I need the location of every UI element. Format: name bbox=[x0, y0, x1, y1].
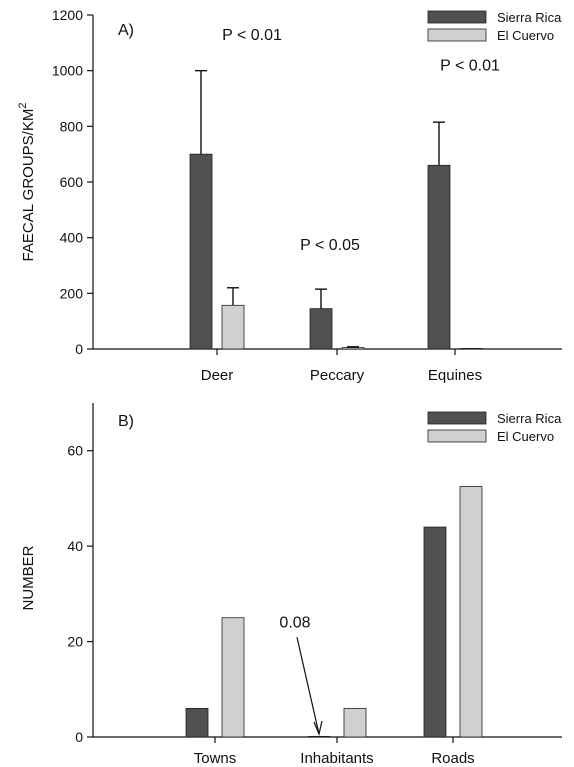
panel-b-category-labels: Towns Inhabitants Roads bbox=[194, 750, 475, 767]
panel-a-annotations: P < 0.01 P < 0.05 P < 0.01 bbox=[222, 27, 500, 254]
panel-b-bars bbox=[185, 486, 483, 738]
category-label: Roads bbox=[431, 750, 474, 767]
panel-a-y-ticks: 0 200 400 600 800 1000 1200 bbox=[52, 7, 93, 357]
panel-a-category-labels: Deer Peccary Equines bbox=[201, 367, 482, 384]
bar-sierra-rica bbox=[307, 736, 331, 738]
bar-el-cuervo bbox=[221, 304, 245, 350]
category-label: Deer bbox=[201, 367, 234, 384]
panel-b-y-axis-title: NUMBER bbox=[20, 545, 37, 610]
y-tick-label: 800 bbox=[60, 118, 84, 134]
y-tick-label: 400 bbox=[60, 230, 84, 246]
y-tick-label: 40 bbox=[67, 538, 83, 554]
panel-b-axes bbox=[92, 403, 562, 743]
y-tick-label: 200 bbox=[60, 285, 84, 301]
bar-el-cuervo bbox=[459, 347, 483, 350]
annotation-label: P < 0.01 bbox=[440, 58, 500, 75]
legend-label: El Cuervo bbox=[497, 429, 554, 444]
category-label: Peccary bbox=[310, 367, 365, 384]
y-tick-label: 0 bbox=[75, 729, 83, 745]
annotation-label: P < 0.05 bbox=[300, 237, 360, 254]
bar-sierra-rica bbox=[309, 308, 333, 350]
bar-el-cuervo bbox=[343, 707, 367, 738]
panel-b-y-ticks: 0 20 40 60 bbox=[67, 443, 93, 745]
panel-b-label: B) bbox=[118, 413, 134, 430]
y-tick-label: 1000 bbox=[52, 63, 83, 79]
bar-el-cuervo bbox=[221, 617, 245, 738]
bar-sierra-rica bbox=[427, 164, 451, 350]
legend-swatch bbox=[427, 10, 487, 24]
legend-label: Sierra Rica bbox=[497, 411, 562, 426]
category-label: Equines bbox=[428, 367, 482, 384]
y-tick-label: 1200 bbox=[52, 7, 83, 23]
panel-a: A) FAECAL GROUPS/KM2 0 200 400 600 800 1000 12… bbox=[17, 7, 562, 384]
bar-sierra-rica bbox=[423, 526, 447, 738]
y-tick-label: 600 bbox=[60, 174, 84, 190]
y-tick-label: 0 bbox=[75, 341, 83, 357]
annotation-arrow bbox=[296, 637, 320, 735]
panel-a-legend: Sierra Rica El Cuervo bbox=[427, 10, 562, 43]
bar-el-cuervo bbox=[341, 347, 365, 350]
bar-sierra-rica bbox=[185, 707, 209, 738]
y-tick-label: 20 bbox=[67, 634, 83, 650]
legend-swatch bbox=[427, 429, 487, 443]
panel-a-error-bars bbox=[195, 69, 445, 348]
y-tick-label: 60 bbox=[67, 443, 83, 459]
annotation-label: 0.08 bbox=[279, 614, 310, 631]
legend-swatch bbox=[427, 411, 487, 425]
legend-label: El Cuervo bbox=[497, 28, 554, 43]
category-label: Inhabitants bbox=[300, 750, 373, 767]
panel-a-label: A) bbox=[118, 22, 134, 39]
bar-el-cuervo bbox=[459, 486, 483, 738]
bar-sierra-rica bbox=[189, 153, 213, 350]
annotation-label: P < 0.01 bbox=[222, 27, 282, 44]
panel-b-annotations: 0.08 bbox=[279, 614, 323, 736]
legend-swatch bbox=[427, 28, 487, 42]
legend-label: Sierra Rica bbox=[497, 10, 562, 25]
annotation-arrow-head bbox=[313, 720, 323, 736]
panel-b-legend: Sierra Rica El Cuervo bbox=[427, 411, 562, 444]
panel-a-y-axis-title-main: FAECAL GROUPS/KM bbox=[20, 109, 37, 262]
panel-a-y-axis-title: FAECAL GROUPS/KM2 bbox=[17, 103, 37, 262]
category-label: Towns bbox=[194, 750, 237, 767]
panel-a-bars bbox=[189, 153, 483, 350]
panel-a-y-axis-title-superscript: 2 bbox=[17, 103, 29, 109]
